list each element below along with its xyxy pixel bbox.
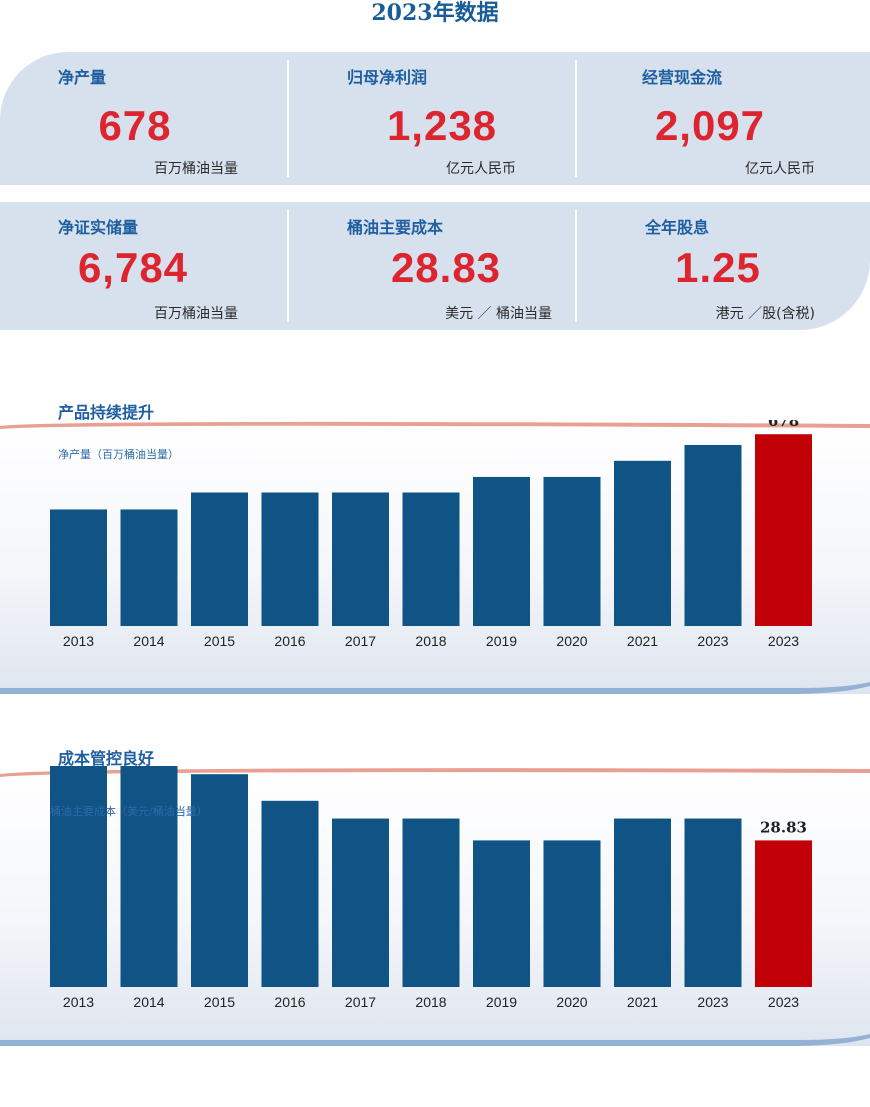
chart2-top-rule — [0, 768, 870, 777]
stat-label: 归母净利润 — [347, 68, 428, 87]
stat-annual-dividend: 全年股息 1.25 港元 ／股(含税) — [577, 202, 867, 330]
chart1-tick-label: 2020 — [556, 633, 587, 649]
chart1-subtitle: 净产量（百万桶油当量） — [58, 448, 179, 461]
chart1-tick-label: 2014 — [133, 633, 164, 649]
chart1-section-title: 产品持续提升 — [58, 403, 155, 422]
chart1-tick-label: 2019 — [486, 633, 517, 649]
chart1-bottom-rule — [0, 682, 870, 694]
chart2-marks: 2013 2014 2015 2016 2017 2018 2019 2020 2021 2023… — [50, 766, 812, 1010]
chart1-bar-5 — [402, 492, 460, 626]
chart1-bar-8 — [614, 460, 671, 626]
chart1-tick-label: 2013 — [63, 633, 94, 649]
chart2-bar-0 — [50, 766, 107, 987]
chart1-tick-label: 2021 — [627, 633, 658, 649]
chart1-bar-0 — [50, 509, 107, 626]
chart2-bar-10 — [755, 840, 812, 987]
chart2-bar-1 — [120, 766, 178, 987]
chart2-section-title: 成本管控良好 — [58, 749, 155, 768]
chart1-data-label: 678 — [768, 420, 799, 430]
chart2-tick-label: 2023 — [768, 994, 799, 1010]
stat-label: 经营现金流 — [642, 68, 723, 87]
stat-label: 全年股息 — [645, 218, 710, 237]
chart2-bottom-rule — [0, 1034, 870, 1046]
chart1-bar-10 — [755, 434, 812, 626]
chart2-tick-label: 2019 — [486, 994, 517, 1010]
divider — [575, 210, 577, 322]
chart2-bar-9 — [684, 818, 742, 987]
chart1-tick-label: 2023 — [697, 633, 728, 649]
chart2-tick-label: 2017 — [345, 994, 376, 1010]
chart2-subtitle: 桶油主要成本（美元/桶油当量） — [50, 805, 208, 818]
stat-label: 净证实储量 — [58, 218, 139, 237]
stat-net-profit: 归母净利润 1,238 亿元人民币 — [289, 52, 579, 185]
stat-label: 净产量 — [58, 68, 107, 87]
chart1-top-rule — [0, 421, 870, 429]
chart1-tick-label: 2017 — [345, 633, 376, 649]
stat-value: 6,784 — [77, 244, 189, 291]
chart2-bar-2 — [191, 774, 248, 987]
stat-unit: 亿元人民币 — [446, 161, 516, 177]
chart1-svg: 2013 2014 2015 2016 2017 2018 2019 2020 2021 2023… — [0, 420, 870, 694]
chart2-tick-label: 2013 — [63, 994, 94, 1010]
stat-unit: 港元 ／股(含税) — [715, 306, 815, 322]
chart1-bar-9 — [684, 444, 742, 626]
stat-value: 2,097 — [654, 102, 766, 149]
stats-panel-top: 净产量 678 百万桶油当量 归母净利润 1,238 亿元人民币 经营现金流 2… — [0, 52, 870, 185]
stat-proved-reserves: 净证实储量 6,784 百万桶油当量 — [0, 202, 290, 330]
chart2-tick-label: 2021 — [627, 994, 658, 1010]
stat-label: 桶油主要成本 — [347, 218, 444, 237]
chart1-tick-label: 2015 — [204, 633, 235, 649]
stat-value: 1.25 — [675, 244, 761, 291]
divider — [575, 60, 577, 177]
stats-panel-bottom: 净证实储量 6,784 百万桶油当量 桶油主要成本 28.83 美元 ／ 桶油当… — [0, 202, 870, 330]
chart1-marks: 2013 2014 2015 2016 2017 2018 2019 2020 2021 2023… — [50, 420, 812, 649]
chart2-bar-6 — [473, 840, 530, 987]
stat-unit: 百万桶油当量 — [154, 161, 238, 177]
chart1-block: 2013 2014 2015 2016 2017 2018 2019 2020 2021 2023… — [0, 420, 870, 694]
chart2-bar-4 — [332, 818, 389, 987]
chart1-tick-label: 2018 — [415, 633, 446, 649]
divider — [287, 60, 289, 177]
stat-unit: 百万桶油当量 — [154, 306, 238, 322]
chart2-tick-label: 2023 — [697, 994, 728, 1010]
stat-unit: 美元 ／ 桶油当量 — [445, 306, 552, 322]
chart2-tick-label: 2018 — [415, 994, 446, 1010]
stat-value: 1,238 — [386, 102, 498, 149]
chart1-bar-1 — [120, 509, 178, 626]
chart2-bar-8 — [614, 818, 671, 987]
chart1-bar-6 — [473, 476, 530, 626]
chart2-tick-label: 2020 — [556, 994, 587, 1010]
chart1-bar-7 — [543, 476, 601, 626]
chart1-tick-label: 2016 — [274, 633, 305, 649]
stat-value: 678 — [98, 102, 172, 149]
chart1-tick-label: 2023 — [768, 633, 799, 649]
chart1-bar-4 — [332, 492, 389, 626]
chart2-tick-label: 2015 — [204, 994, 235, 1010]
stat-value: 28.83 — [390, 244, 502, 291]
chart2-tick-label: 2016 — [274, 994, 305, 1010]
divider — [287, 210, 289, 322]
stat-unit: 亿元人民币 — [745, 161, 815, 177]
chart1-bar-3 — [261, 492, 319, 626]
stat-cost-per-barrel: 桶油主要成本 28.83 美元 ／ 桶油当量 — [289, 202, 579, 330]
page-title: 2023年数据 — [371, 0, 499, 26]
chart2-tick-label: 2014 — [133, 994, 164, 1010]
chart2-svg: 2013 2014 2015 2016 2017 2018 2019 2020 2021 2023… — [0, 766, 870, 1046]
stat-operating-cash-flow: 经营现金流 2,097 亿元人民币 — [577, 52, 867, 185]
chart2-data-label: 28.83 — [760, 818, 807, 836]
chart2-bar-3 — [261, 800, 319, 987]
chart2-block: 2013 2014 2015 2016 2017 2018 2019 2020 2021 2023… — [0, 766, 870, 1046]
chart1-bar-2 — [191, 492, 248, 626]
stat-net-production: 净产量 678 百万桶油当量 — [0, 52, 290, 185]
chart2-bar-7 — [543, 840, 601, 987]
chart2-bar-5 — [402, 818, 460, 987]
